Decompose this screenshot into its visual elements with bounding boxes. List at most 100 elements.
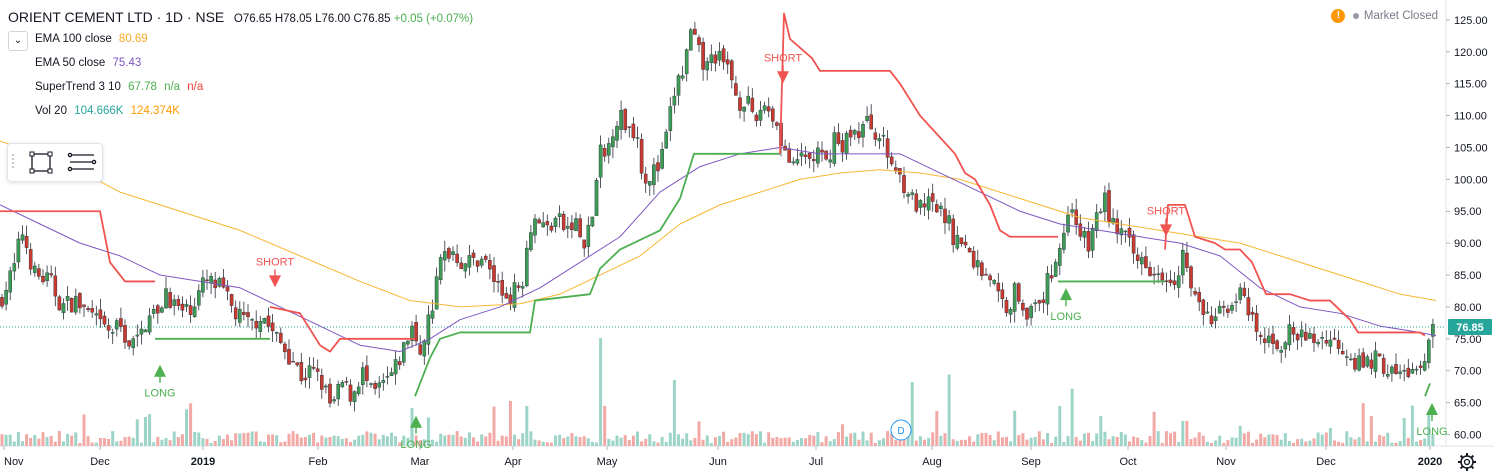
- volume-bar: [890, 433, 894, 446]
- gear-icon[interactable]: [1456, 451, 1478, 473]
- volume-bar: [800, 437, 803, 446]
- candle-body: [963, 241, 968, 246]
- candle-body: [311, 366, 316, 369]
- rectangle-tool-icon[interactable]: [29, 151, 53, 174]
- candle-body: [1160, 272, 1165, 281]
- volume-bar: [365, 431, 369, 446]
- legend-supertrend[interactable]: SuperTrend 3 10 67.78 n/a n/a: [35, 81, 203, 93]
- supertrend-line: [1424, 383, 1431, 397]
- volume-bar: [492, 406, 496, 446]
- legend-ema100-value: 80.69: [118, 33, 148, 45]
- candle-body: [1226, 308, 1230, 313]
- candle-body: [1398, 371, 1402, 374]
- volume-bar: [845, 436, 849, 446]
- short-signal-label: SHORT: [764, 52, 803, 64]
- volume-bar: [1394, 442, 1398, 446]
- toolbox-icons: [12, 151, 97, 174]
- volume-bar: [369, 432, 373, 446]
- candle-body: [627, 126, 632, 128]
- volume-bar: [1197, 432, 1201, 446]
- volume-bar: [1025, 439, 1029, 446]
- volume-bar: [841, 424, 844, 446]
- volume-bar: [279, 442, 283, 446]
- legend-ema100-label: EMA 100 close: [35, 33, 112, 45]
- time-tick-label: Jul: [809, 456, 823, 468]
- candle-body: [553, 217, 558, 227]
- dividend-marker[interactable]: [890, 419, 912, 441]
- volume-bar: [242, 433, 246, 446]
- volume-bar: [869, 432, 873, 446]
- legend-volume[interactable]: Vol 20 104.666K 124.374K: [35, 105, 180, 117]
- volume-bar: [886, 431, 890, 446]
- volume-bar: [275, 435, 279, 446]
- candle-body: [557, 213, 562, 217]
- candle-body: [155, 305, 160, 314]
- candle-body: [500, 280, 505, 296]
- candle-body: [303, 377, 308, 381]
- volume-bar: [1107, 439, 1111, 446]
- candle-body: [1426, 339, 1431, 363]
- price-tick-label: 75.00: [1454, 334, 1482, 346]
- candle-body: [324, 385, 328, 388]
- volume-bar: [734, 437, 738, 446]
- volume-bar: [1111, 436, 1115, 446]
- chevron-down-icon[interactable]: ⌄: [8, 31, 28, 51]
- candle-body: [1025, 307, 1029, 320]
- volume-bar: [390, 432, 393, 446]
- candle-body: [1066, 214, 1070, 233]
- candle-body: [926, 196, 931, 211]
- candle-body: [274, 332, 279, 334]
- volume-bar: [1037, 431, 1041, 446]
- legend-ema100[interactable]: EMA 100 close 80.69: [35, 33, 148, 45]
- candle-body: [857, 131, 861, 138]
- volume-bar: [693, 437, 697, 446]
- volume-bar: [1185, 421, 1189, 446]
- candle-body: [738, 97, 742, 111]
- market-status-text: Market Closed: [1363, 10, 1438, 23]
- candle-body: [1291, 327, 1296, 335]
- candle-body: [541, 222, 545, 228]
- candle-body: [250, 319, 254, 321]
- long-signal-label: LONG: [1416, 426, 1447, 438]
- candle-body: [889, 156, 894, 165]
- candle-body: [844, 132, 849, 154]
- settings-lines-icon[interactable]: [67, 152, 97, 172]
- market-status[interactable]: ! Market Closed: [1331, 9, 1438, 23]
- candle-body: [102, 315, 107, 325]
- volume-bar: [53, 441, 57, 446]
- volume-bar: [1156, 431, 1160, 446]
- candle-body: [1197, 291, 1201, 303]
- volume-bar: [894, 439, 898, 446]
- volume-bar: [1251, 442, 1254, 446]
- candle-body: [582, 239, 586, 249]
- candle-body: [57, 296, 62, 311]
- symbol-title[interactable]: ORIENT CEMENT LTD · 1D · NSE: [8, 9, 225, 25]
- candle-body: [1180, 250, 1185, 276]
- volume-bar: [943, 433, 947, 446]
- candle-body: [1230, 305, 1234, 311]
- candle-body: [69, 298, 74, 313]
- candle-body: [459, 262, 464, 270]
- candle-body: [615, 125, 619, 141]
- volume-bar: [631, 435, 635, 446]
- candle-body: [520, 286, 525, 289]
- candle-body: [1418, 365, 1423, 368]
- volume-bar: [320, 435, 324, 446]
- volume-bar: [947, 374, 951, 446]
- candle-body: [705, 61, 709, 71]
- candle-body: [233, 307, 238, 320]
- candle-body: [787, 148, 791, 163]
- legend-ema50[interactable]: EMA 50 close 75.43: [35, 57, 141, 69]
- volume-bar: [1390, 442, 1394, 446]
- candle-body: [1205, 311, 1210, 314]
- candle-body: [672, 95, 677, 106]
- candle-body: [82, 304, 86, 307]
- candle-body: [1152, 273, 1156, 276]
- candle-body: [33, 265, 37, 273]
- candle-body: [1144, 256, 1148, 268]
- candle-body: [393, 359, 398, 375]
- volume-bar: [1333, 440, 1336, 446]
- volume-bar: [82, 414, 86, 446]
- volume-bar: [1222, 442, 1226, 446]
